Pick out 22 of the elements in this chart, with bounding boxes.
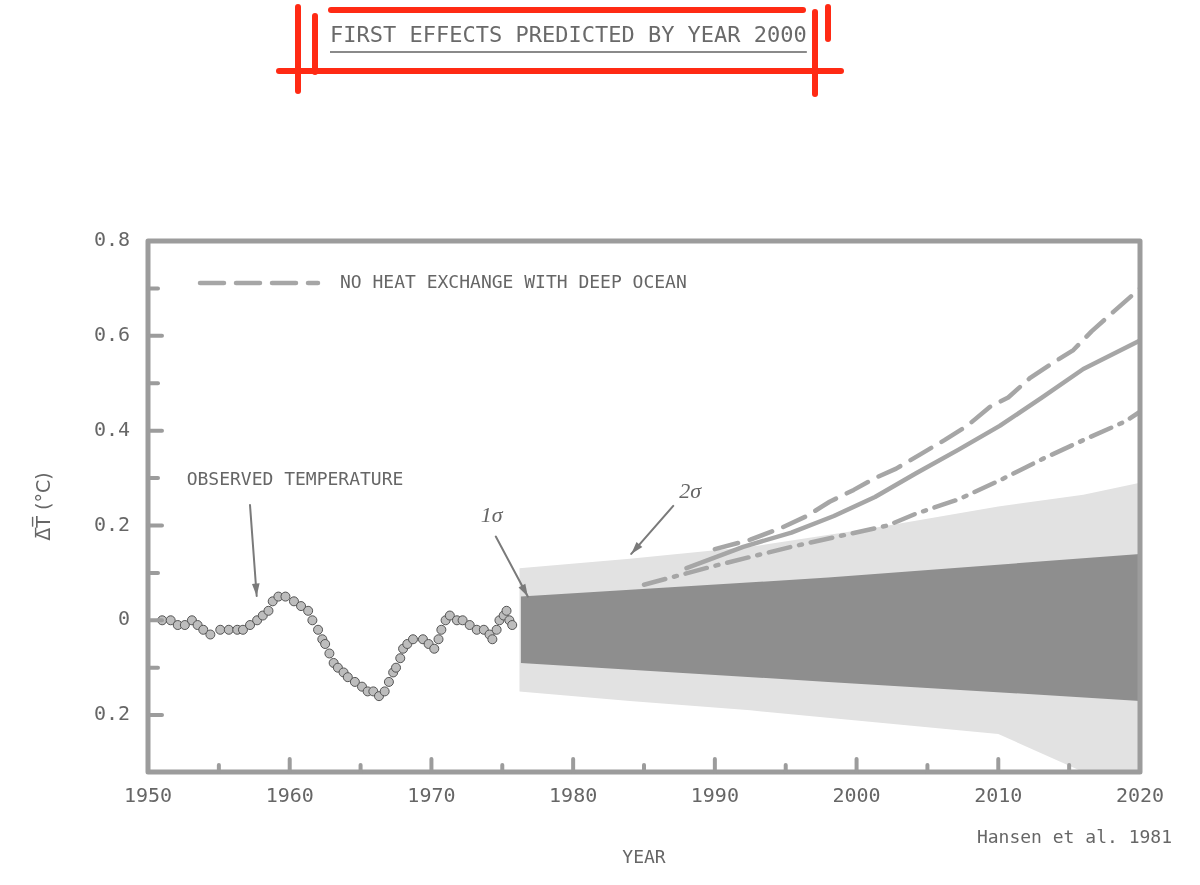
x-tick-label: 1990	[690, 783, 739, 808]
y-tick-label: 0.2	[93, 701, 130, 726]
x-tick-label: 1950	[123, 783, 173, 808]
text: Hansen et al. 1981	[976, 825, 1172, 847]
x-axis-title: YEAR	[622, 845, 666, 867]
x-tick-label: 2000	[832, 783, 881, 808]
y-tick-label: 0.6	[93, 322, 130, 347]
chart-title: FIRST EFFECTS PREDICTED BY YEAR 2000	[330, 22, 807, 48]
x-tick-label: 1970	[407, 783, 456, 808]
y-tick-label: 0.8	[93, 227, 130, 252]
y-tick-label: 0.4	[93, 416, 130, 441]
y-tick-label: 0.2	[93, 511, 130, 536]
y-axis-title: Δ̅T̅ (°C)	[30, 472, 55, 541]
y-tick-label: 0	[117, 606, 130, 631]
annotation: 1σ	[480, 502, 504, 528]
annotation: 2σ	[679, 477, 703, 503]
x-tick-label: 1980	[549, 783, 598, 808]
text: NO HEAT EXCHANGE WITH DEEP OCEAN	[340, 270, 687, 292]
x-tick-label: 2020	[1115, 783, 1165, 808]
x-tick-label: 1960	[265, 783, 314, 808]
x-tick-label: 2010	[974, 783, 1023, 808]
annotation: OBSERVED TEMPERATURE	[186, 467, 404, 489]
